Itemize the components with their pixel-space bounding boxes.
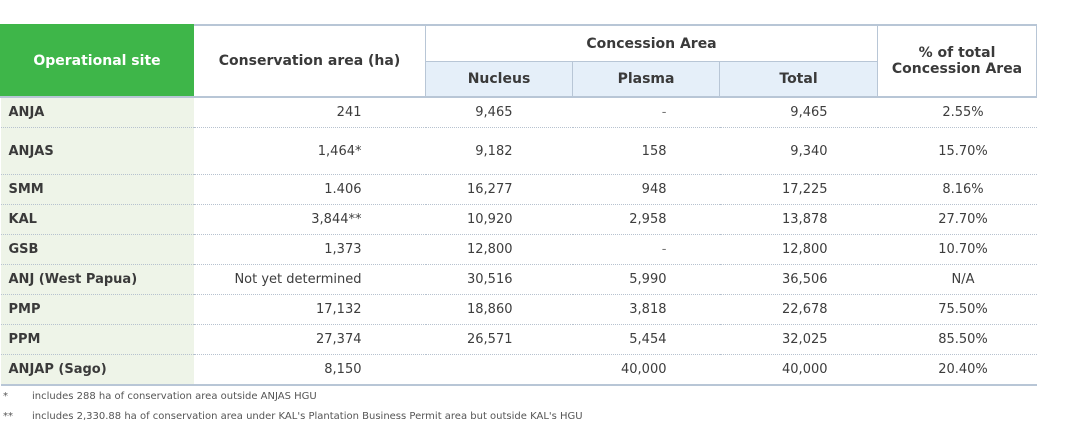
header-total: Total xyxy=(718,61,879,98)
conservation-value: 8,150 xyxy=(193,354,426,386)
header-nucleus: Nucleus xyxy=(425,61,573,98)
site-name: ANJ (West Papua) xyxy=(0,264,194,295)
nucleus-value: 18,860 xyxy=(425,294,573,325)
footnote-text: includes 2,330.88 ha of conservation are… xyxy=(32,411,583,422)
footnote-mark: ** xyxy=(3,411,13,422)
conservation-value: 241 xyxy=(193,97,426,128)
header-operational-site: Operational site xyxy=(0,24,194,98)
header-plasma: Plasma xyxy=(572,61,720,98)
total-value: 12,800 xyxy=(719,234,878,265)
header-concession-area: Concession Area xyxy=(424,24,879,62)
total-value: 13,878 xyxy=(719,204,878,235)
site-name: PPM xyxy=(0,324,194,355)
footnotes: * includes 288 ha of conservation area o… xyxy=(0,390,1036,430)
plasma-value: - xyxy=(572,97,720,128)
header-pct-total: % of total Concession Area xyxy=(877,24,1038,98)
plasma-value: 2,958 xyxy=(572,204,720,235)
conservation-value: 17,132 xyxy=(193,294,426,325)
total-value: 36,506 xyxy=(719,264,878,295)
plasma-value: 3,818 xyxy=(572,294,720,325)
table-row: GSB 1,373 12,800 - 12,800 10.70% xyxy=(0,234,1037,265)
table-row: ANJAS 1,464* 9,182 158 9,340 15.70% xyxy=(0,127,1037,175)
nucleus-value: 9,465 xyxy=(425,97,573,128)
conservation-value: 1.406 xyxy=(193,174,426,205)
pct-value: 8.16% xyxy=(877,174,1037,205)
plasma-value: 158 xyxy=(572,127,720,175)
site-name: ANJAS xyxy=(0,127,194,175)
nucleus-value: 16,277 xyxy=(425,174,573,205)
plasma-value: - xyxy=(572,234,720,265)
plasma-value: 40,000 xyxy=(572,354,720,386)
nucleus-value: 10,920 xyxy=(425,204,573,235)
table-row: PMP 17,132 18,860 3,818 22,678 75.50% xyxy=(0,294,1037,325)
total-value: 40,000 xyxy=(719,354,878,386)
conservation-table: Operational site Conservation area (ha) … xyxy=(0,24,1038,386)
nucleus-value: 26,571 xyxy=(425,324,573,355)
pct-value: 15.70% xyxy=(877,127,1037,175)
site-name: SMM xyxy=(0,174,194,205)
table-row: SMM 1.406 16,277 948 17,225 8.16% xyxy=(0,174,1037,205)
pct-value: 2.55% xyxy=(877,97,1037,128)
pct-value: 27.70% xyxy=(877,204,1037,235)
header-conservation-area: Conservation area (ha) xyxy=(193,24,426,98)
plasma-value: 5,454 xyxy=(572,324,720,355)
total-value: 32,025 xyxy=(719,324,878,355)
site-name: KAL xyxy=(0,204,194,235)
pct-value: 20.40% xyxy=(877,354,1037,386)
plasma-value: 5,990 xyxy=(572,264,720,295)
nucleus-value: 30,516 xyxy=(425,264,573,295)
total-value: 17,225 xyxy=(719,174,878,205)
site-name: GSB xyxy=(0,234,194,265)
nucleus-value: 9,182 xyxy=(425,127,573,175)
conservation-value: 1,373 xyxy=(193,234,426,265)
total-value: 22,678 xyxy=(719,294,878,325)
total-value: 9,340 xyxy=(719,127,878,175)
site-name: ANJAP (Sago) xyxy=(0,354,194,386)
nucleus-value xyxy=(425,354,573,386)
site-name: ANJA xyxy=(0,97,194,128)
total-value: 9,465 xyxy=(719,97,878,128)
conservation-value: 3,844** xyxy=(193,204,426,235)
pct-value: N/A xyxy=(877,264,1037,295)
conservation-value: Not yet determined xyxy=(193,264,426,295)
table-row: ANJA 241 9,465 - 9,465 2.55% xyxy=(0,97,1037,128)
conservation-value: 1,464* xyxy=(193,127,426,175)
plasma-value: 948 xyxy=(572,174,720,205)
table-row: ANJ (West Papua) Not yet determined 30,5… xyxy=(0,264,1037,295)
table-row: ANJAP (Sago) 8,150 40,000 40,000 20.40% xyxy=(0,354,1037,386)
footnote: ** includes 2,330.88 ha of conservation … xyxy=(0,410,1036,430)
conservation-table-container: Operational site Conservation area (ha) … xyxy=(0,24,1038,386)
table-row: PPM 27,374 26,571 5,454 32,025 85.50% xyxy=(0,324,1037,355)
pct-value: 85.50% xyxy=(877,324,1037,355)
site-name: PMP xyxy=(0,294,194,325)
table-row: KAL 3,844** 10,920 2,958 13,878 27.70% xyxy=(0,204,1037,235)
footnote: * includes 288 ha of conservation area o… xyxy=(0,390,1036,410)
footnote-text: includes 288 ha of conservation area out… xyxy=(32,391,317,402)
pct-value: 75.50% xyxy=(877,294,1037,325)
conservation-value: 27,374 xyxy=(193,324,426,355)
nucleus-value: 12,800 xyxy=(425,234,573,265)
footnote-mark: * xyxy=(3,391,8,402)
pct-value: 10.70% xyxy=(877,234,1037,265)
